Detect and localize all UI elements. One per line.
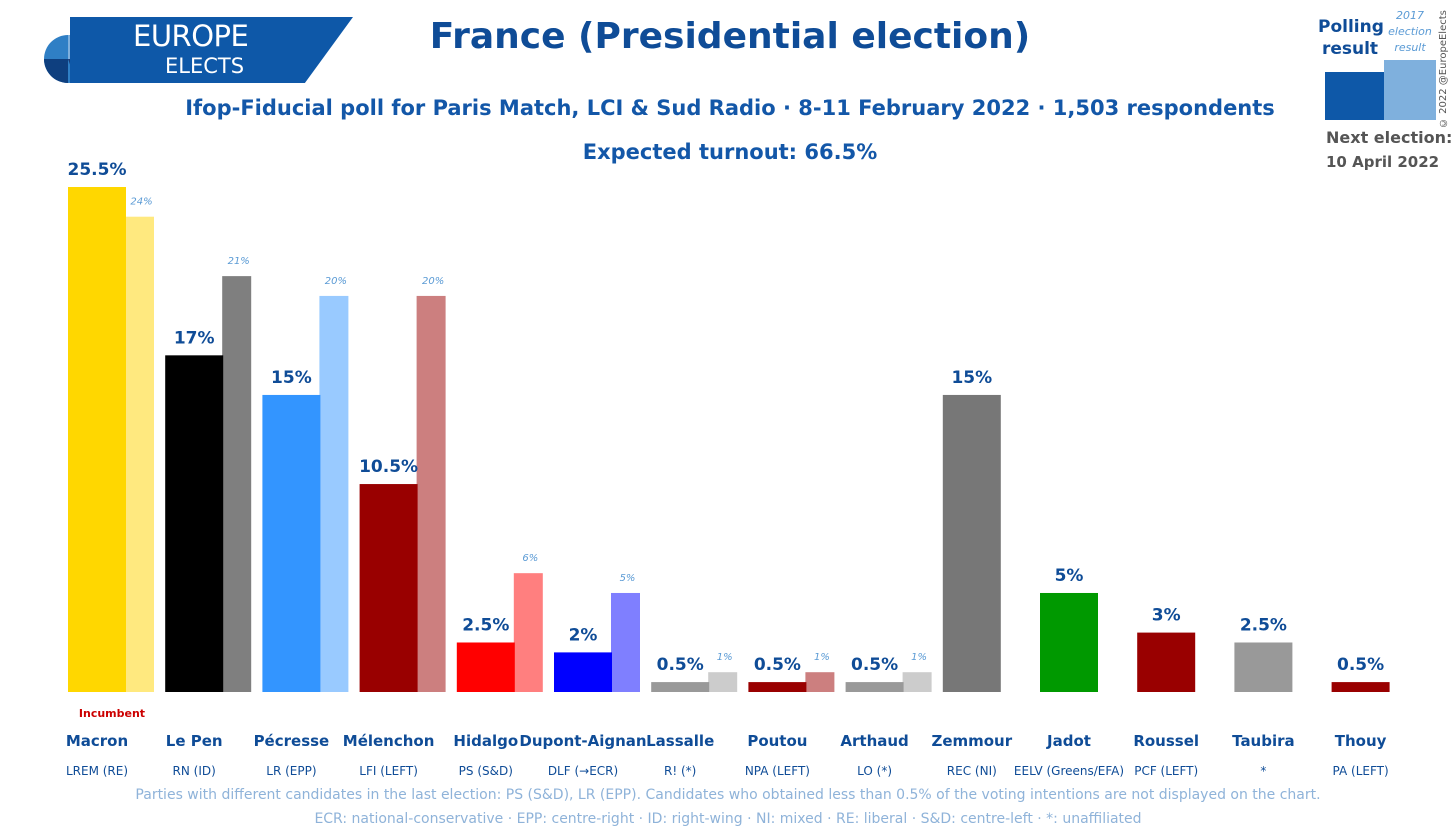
chart-title: France (Presidential election) (429, 16, 1031, 57)
poll-bar-8 (845, 682, 904, 692)
prev-bar-7 (805, 672, 835, 692)
party-label-10: EELV (Greens/EFA) (1014, 764, 1124, 778)
party-label-13: PA (LEFT) (1333, 764, 1389, 778)
footnote-groups: ECR: national-conservative · EPP: centre… (314, 811, 1142, 827)
poll-subtitle: Ifop-Fiducial poll for Paris Match, LCI … (185, 96, 1275, 120)
prev-value-label-2: 20% (325, 276, 347, 287)
poll-value-label-7: 0.5% (754, 655, 801, 675)
poll-bar-4 (456, 642, 515, 692)
poll-value-label-4: 2.5% (462, 615, 509, 635)
candidate-label-12: Taubira (1232, 732, 1295, 750)
candidate-label-1: Le Pen (166, 732, 223, 750)
party-label-4: PS (S&D) (459, 764, 513, 778)
party-label-7: NPA (LEFT) (745, 764, 810, 778)
legend-previous-label: 2017 election result (1388, 9, 1432, 54)
prev-bar-0 (125, 216, 154, 693)
prev-value-label-3: 20% (422, 276, 444, 287)
europe-elects-logo: EUROPE ELECTS (30, 15, 353, 85)
poll-bar-7 (748, 682, 807, 692)
party-label-9: REC (NI) (947, 764, 997, 778)
candidate-label-5: Dupont-Aignan (519, 732, 646, 750)
logo-band (70, 17, 353, 83)
party-label-5: DLF (→ECR) (548, 764, 618, 778)
logo-text-europe: EUROPE (133, 19, 249, 53)
prev-bar-3 (416, 295, 446, 692)
party-label-12: * (1260, 764, 1266, 778)
candidate-label-13: Thouy (1335, 732, 1387, 750)
candidate-label-0: Macron (66, 732, 128, 750)
prev-value-label-5: 5% (620, 573, 636, 584)
poll-bar-1 (165, 355, 224, 692)
prev-value-label-0: 24% (130, 197, 152, 208)
prev-bar-5 (611, 592, 640, 692)
poll-value-label-8: 0.5% (851, 655, 898, 675)
poll-value-label-13: 0.5% (1337, 655, 1384, 675)
candidate-label-4: Hidalgo (453, 732, 518, 750)
poll-bar-12 (1234, 642, 1293, 692)
poll-bar-11 (1137, 632, 1196, 692)
next-election-date: 10 April 2022 (1326, 153, 1440, 171)
poll-value-label-9: 15% (951, 368, 992, 388)
poll-bar-6 (651, 682, 710, 692)
candidate-label-3: Mélenchon (343, 732, 435, 750)
prev-bar-6 (708, 672, 738, 692)
candidate-label-10: Jadot (1046, 732, 1091, 750)
logo-text-elects: ELECTS (165, 54, 245, 78)
poll-bar-2 (262, 394, 321, 692)
poll-bar-5 (554, 652, 612, 692)
poll-bar-9 (942, 394, 1001, 692)
party-label-0: LREM (RE) (66, 764, 128, 778)
party-label-11: PCF (LEFT) (1134, 764, 1198, 778)
footnote-parties: Parties with different candidates in the… (135, 787, 1321, 803)
prev-bar-2 (319, 295, 349, 692)
candidate-label-6: Lassalle (646, 732, 714, 750)
prev-value-label-7: 1% (814, 652, 830, 663)
poll-value-label-2: 15% (271, 368, 312, 388)
party-label-6: R! (*) (664, 764, 696, 778)
legend-previous-swatch (1384, 60, 1436, 120)
expected-turnout: Expected turnout: 66.5% (582, 140, 878, 164)
prev-value-label-4: 6% (522, 553, 538, 564)
poll-bar-10 (1040, 592, 1098, 692)
poll-value-label-12: 2.5% (1240, 615, 1287, 635)
poll-value-label-5: 2% (569, 625, 598, 645)
prev-value-label-8: 1% (911, 652, 927, 663)
incumbent-label: Incumbent (79, 707, 145, 720)
poll-value-label-0: 25.5% (68, 160, 127, 180)
poll-value-label-6: 0.5% (657, 655, 704, 675)
legend-polling-label: Polling result (1318, 17, 1384, 59)
poll-value-label-1: 17% (174, 328, 215, 348)
poll-value-label-10: 5% (1055, 566, 1084, 586)
party-label-3: LFI (LEFT) (359, 764, 418, 778)
candidate-label-7: Poutou (747, 732, 807, 750)
candidate-label-9: Zemmour (931, 732, 1012, 750)
prev-value-label-1: 21% (228, 256, 250, 267)
prev-bar-4 (513, 573, 543, 692)
party-label-2: LR (EPP) (266, 764, 316, 778)
prev-bar-8 (902, 672, 932, 692)
prev-value-label-6: 1% (717, 652, 733, 663)
candidate-label-11: Roussel (1133, 732, 1199, 750)
next-election-label: Next election: (1326, 128, 1453, 147)
poll-bar-3 (359, 484, 418, 692)
prev-bar-1 (222, 276, 252, 692)
candidate-label-2: Pécresse (254, 732, 330, 750)
party-label-8: LO (*) (857, 764, 892, 778)
candidate-label-8: Arthaud (840, 732, 908, 750)
party-label-1: RN (ID) (173, 764, 216, 778)
poll-value-label-3: 10.5% (359, 457, 418, 477)
poll-bar-13 (1331, 682, 1390, 692)
legend-polling-swatch (1325, 72, 1384, 120)
poll-value-label-11: 3% (1152, 606, 1181, 626)
poll-bar-0 (68, 187, 126, 692)
